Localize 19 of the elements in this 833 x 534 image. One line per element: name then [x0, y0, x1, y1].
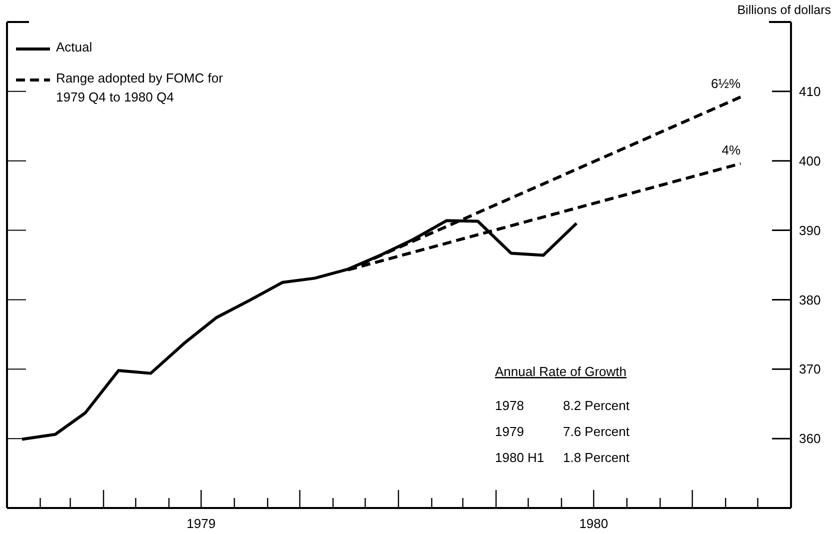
legend-label: Range adopted by FOMC for 1979 Q4 to 1980 Q4 [56, 70, 224, 105]
annotation: 1979 [495, 424, 524, 439]
y-tick-label: 370 [799, 362, 821, 377]
annotation: Annual Rate of Growth [495, 364, 627, 379]
annotation: 7.6 Percent [563, 424, 630, 439]
annotation: 6½% [710, 76, 742, 91]
y-axis-title: Billions of dollars [737, 3, 831, 17]
annotation: 8.2 Percent [563, 398, 630, 413]
annotation: 4% [722, 142, 742, 158]
annotation: 1.8 Percent [563, 450, 630, 465]
y-tick-label: 360 [799, 431, 821, 446]
annotation: 1980 H1 [495, 450, 544, 465]
y-tick-label: 380 [799, 292, 821, 308]
y-tick-label: 390 [799, 222, 821, 238]
x-tick-label: 1980 [579, 516, 608, 531]
y-tick-label: 410 [799, 84, 821, 99]
legend-label: Actual [56, 40, 92, 55]
annotation: 1978 [495, 398, 524, 413]
y-tick-label: 400 [799, 153, 821, 168]
